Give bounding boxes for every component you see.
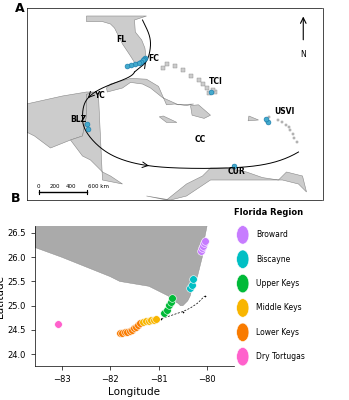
Text: USVI: USVI xyxy=(275,107,295,116)
Text: 200: 200 xyxy=(49,184,60,189)
Polygon shape xyxy=(232,165,236,167)
Text: Upper Keys: Upper Keys xyxy=(256,279,299,288)
Circle shape xyxy=(237,274,249,293)
Polygon shape xyxy=(27,92,95,148)
Text: Broward: Broward xyxy=(256,230,288,239)
Text: YC: YC xyxy=(95,91,105,100)
Text: Middle Keys: Middle Keys xyxy=(256,304,302,312)
Polygon shape xyxy=(147,168,306,200)
Polygon shape xyxy=(159,116,177,122)
Text: N: N xyxy=(300,50,306,59)
Circle shape xyxy=(237,348,249,366)
Text: 0: 0 xyxy=(37,184,40,189)
Polygon shape xyxy=(35,226,207,306)
Text: Dry Tortugas: Dry Tortugas xyxy=(256,352,305,361)
Text: 400: 400 xyxy=(65,184,76,189)
Text: FL: FL xyxy=(116,35,126,44)
Polygon shape xyxy=(70,92,122,184)
Polygon shape xyxy=(191,105,210,118)
Polygon shape xyxy=(248,116,259,121)
Text: 600 km: 600 km xyxy=(88,184,109,189)
Text: FC: FC xyxy=(148,54,159,63)
Polygon shape xyxy=(265,120,269,123)
Text: Lower Keys: Lower Keys xyxy=(256,328,299,337)
Polygon shape xyxy=(87,16,147,63)
Text: Biscayne: Biscayne xyxy=(256,255,290,264)
Text: TCI: TCI xyxy=(209,77,223,86)
Text: A: A xyxy=(15,2,24,15)
Text: CC: CC xyxy=(194,135,206,144)
Text: B: B xyxy=(10,192,20,205)
Text: BLZ: BLZ xyxy=(70,115,87,124)
Circle shape xyxy=(237,226,249,244)
X-axis label: Longitude: Longitude xyxy=(109,387,160,397)
Circle shape xyxy=(237,250,249,268)
Y-axis label: Latitude: Latitude xyxy=(0,274,5,318)
Circle shape xyxy=(237,299,249,317)
Text: Florida Region: Florida Region xyxy=(234,208,303,217)
Circle shape xyxy=(237,323,249,342)
Text: CUR: CUR xyxy=(228,167,246,176)
Polygon shape xyxy=(106,78,194,106)
